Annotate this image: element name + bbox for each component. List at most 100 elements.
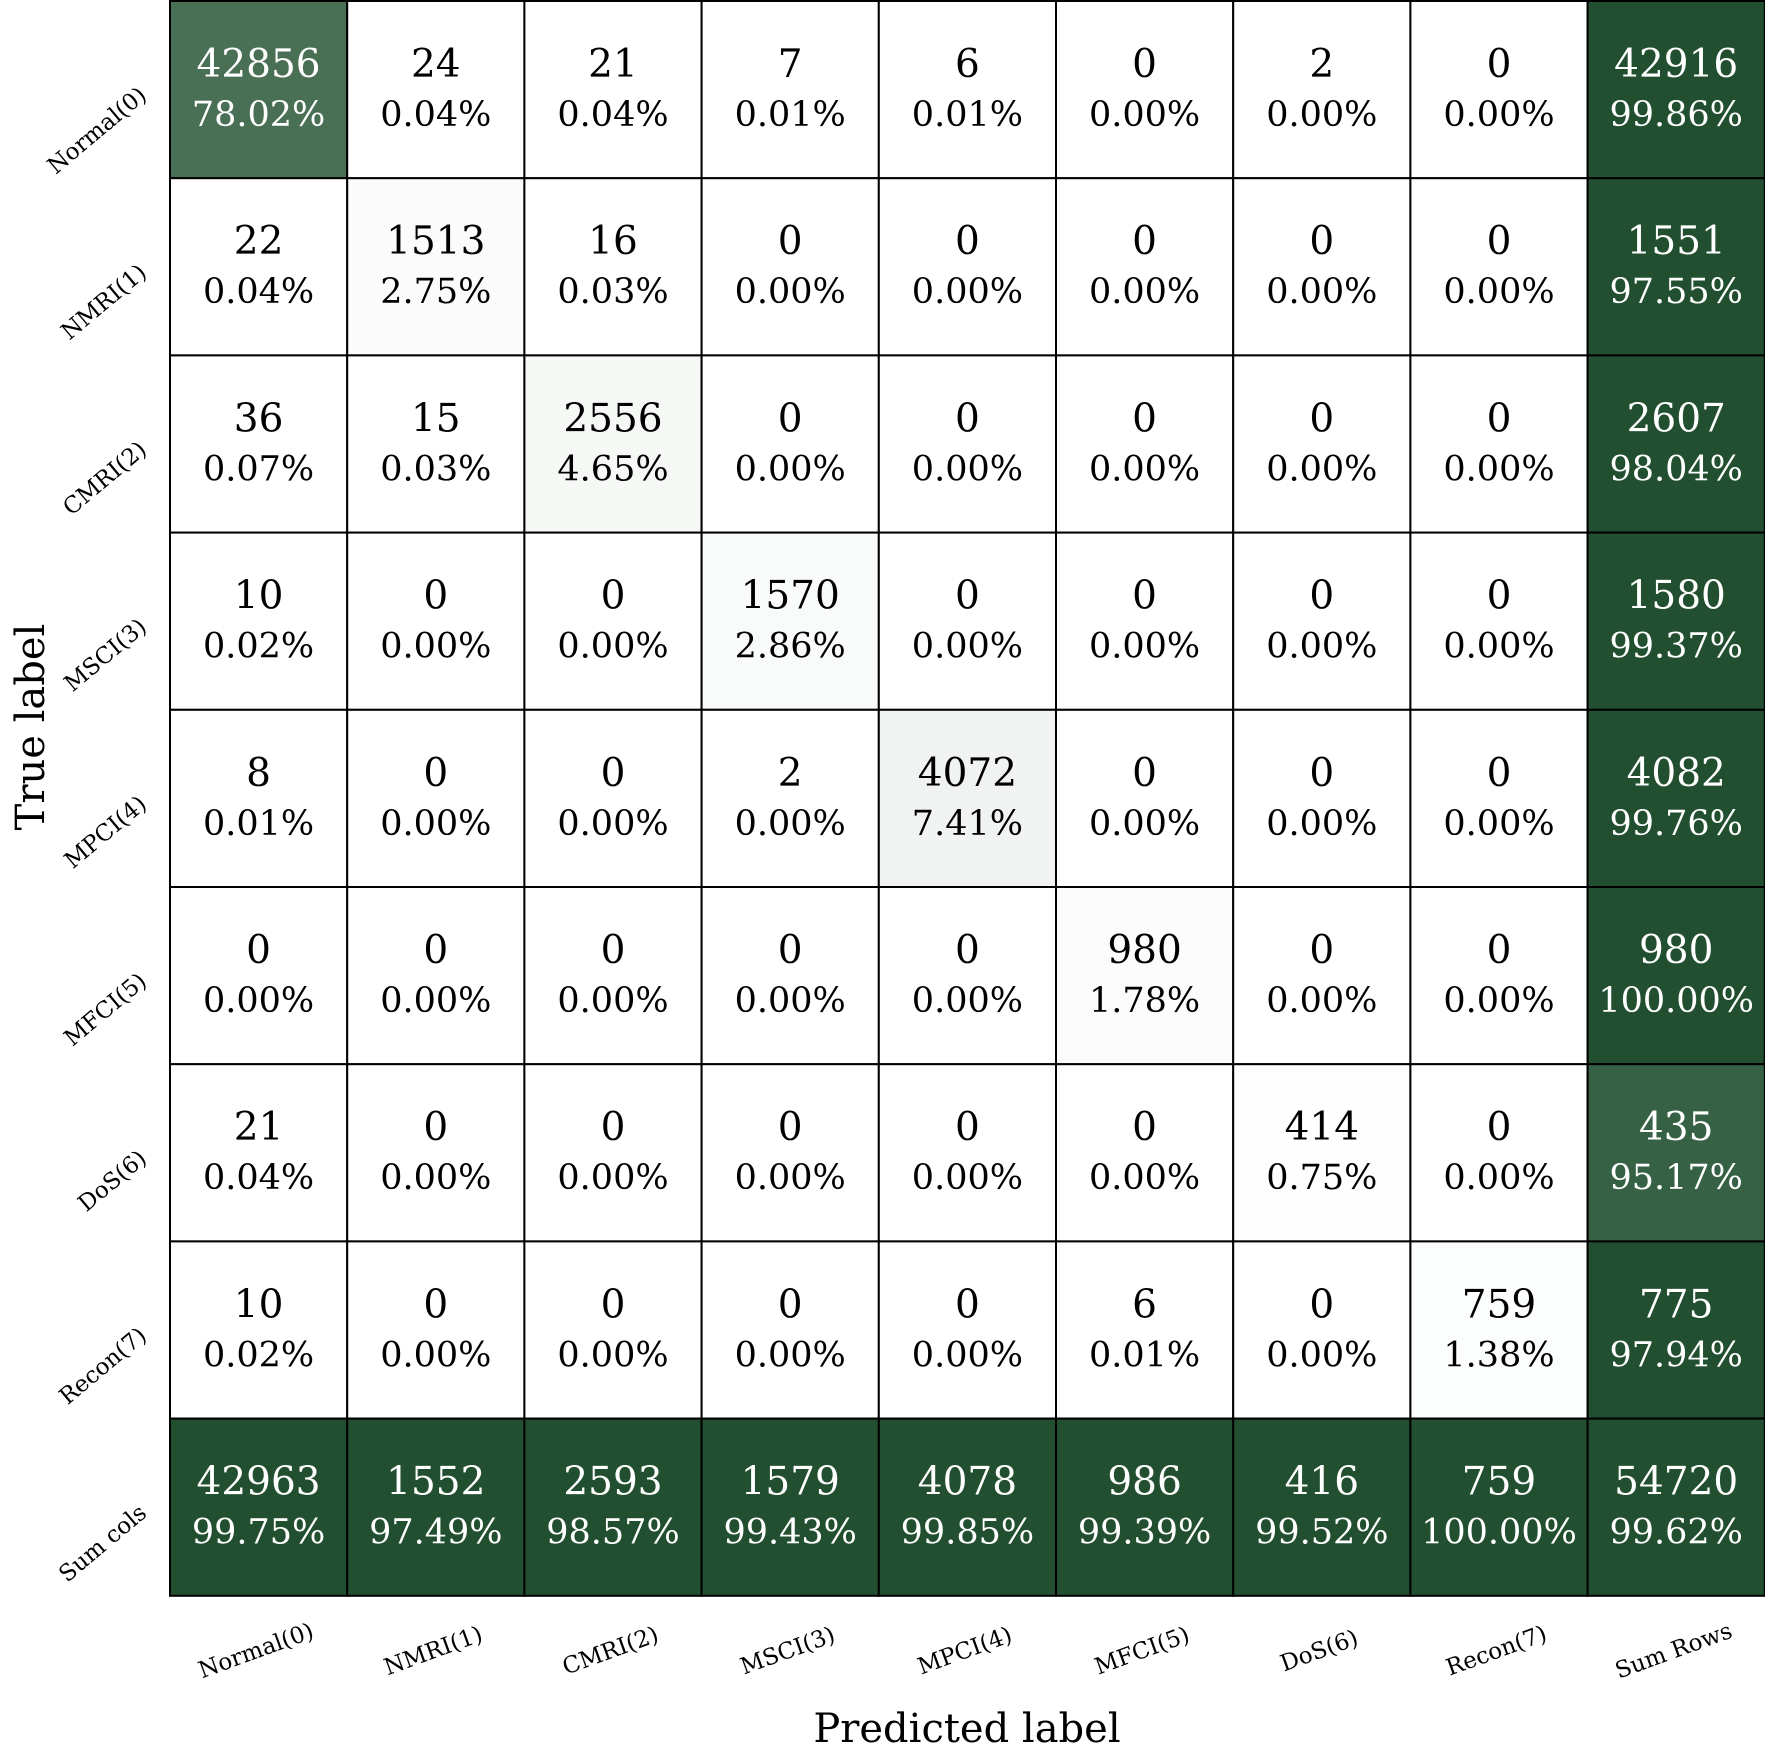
cell-count: 775 bbox=[1639, 1282, 1713, 1327]
cell-count: 0 bbox=[1487, 574, 1512, 619]
matrix-cell-r7-c7: 759 1.38% bbox=[1410, 1241, 1587, 1418]
y-axis-label: True label bbox=[8, 624, 54, 831]
cell-background bbox=[524, 1241, 701, 1418]
cell-background bbox=[524, 1, 701, 178]
cell-background bbox=[879, 1, 1056, 178]
matrix-cell-r6-c2: 0 0.00% bbox=[524, 1064, 701, 1241]
cell-background bbox=[1233, 1241, 1410, 1418]
x-tick-label: MFCI(5) bbox=[1091, 1622, 1193, 1680]
cell-count: 0 bbox=[955, 928, 980, 973]
cell-count: 435 bbox=[1639, 1105, 1713, 1150]
cell-background bbox=[1056, 887, 1233, 1064]
cell-count: 0 bbox=[1132, 751, 1157, 796]
matrix-cell-r3-c8: 1580 99.37% bbox=[1588, 533, 1765, 710]
matrix-cell-r5-c2: 0 0.00% bbox=[524, 887, 701, 1064]
y-tick-label: CMRI(2) bbox=[58, 437, 151, 521]
cell-count: 0 bbox=[1309, 396, 1334, 441]
cell-percent: 0.00% bbox=[735, 1158, 846, 1198]
matrix-cell-r6-c0: 21 0.04% bbox=[170, 1064, 347, 1241]
matrix-cell-r0-c3: 7 0.01% bbox=[702, 1, 879, 178]
cell-background bbox=[702, 178, 879, 355]
matrix-cell-r0-c2: 21 0.04% bbox=[524, 1, 701, 178]
cell-percent: 0.00% bbox=[380, 1335, 491, 1375]
y-tick-label: NMRI(1) bbox=[56, 259, 151, 345]
matrix-cell-r2-c2: 2556 4.65% bbox=[524, 355, 701, 532]
cell-percent: 0.00% bbox=[1443, 449, 1554, 489]
cell-percent: 0.00% bbox=[557, 981, 668, 1021]
matrix-cell-r4-c4: 4072 7.41% bbox=[879, 710, 1056, 887]
cell-percent: 0.00% bbox=[735, 272, 846, 312]
cell-percent: 2.86% bbox=[735, 627, 846, 667]
cell-percent: 0.03% bbox=[557, 272, 668, 312]
cell-background bbox=[1410, 355, 1587, 532]
cell-background bbox=[347, 1419, 524, 1596]
cell-percent: 0.00% bbox=[1443, 95, 1554, 135]
cell-count: 1551 bbox=[1627, 219, 1726, 264]
cell-background bbox=[1410, 1064, 1587, 1241]
cell-background bbox=[524, 710, 701, 887]
cell-count: 6 bbox=[1132, 1282, 1157, 1327]
y-tick-labels: Normal(0) NMRI(1) CMRI(2) MSCI(3) MPCI(4) MFC… bbox=[43, 82, 152, 1587]
cell-background bbox=[1410, 533, 1587, 710]
cell-percent: 0.01% bbox=[735, 95, 846, 135]
cell-background bbox=[1588, 1064, 1765, 1241]
cell-background bbox=[879, 178, 1056, 355]
cell-percent: 0.00% bbox=[557, 804, 668, 844]
cell-percent: 0.04% bbox=[557, 95, 668, 135]
cell-background bbox=[170, 887, 347, 1064]
cell-percent: 0.00% bbox=[557, 1158, 668, 1198]
matrix-cell-r6-c3: 0 0.00% bbox=[702, 1064, 879, 1241]
cell-background bbox=[347, 710, 524, 887]
cell-background bbox=[347, 178, 524, 355]
x-tick-label: DoS(6) bbox=[1277, 1625, 1362, 1677]
cell-percent: 0.04% bbox=[203, 1158, 314, 1198]
matrix-cell-r1-c1: 1513 2.75% bbox=[347, 178, 524, 355]
cell-background bbox=[1233, 178, 1410, 355]
cell-count: 0 bbox=[778, 928, 803, 973]
cell-count: 8 bbox=[246, 751, 271, 796]
cell-count: 42856 bbox=[197, 42, 321, 87]
matrix-cell-r6-c8: 435 95.17% bbox=[1588, 1064, 1765, 1241]
cell-count: 15 bbox=[411, 396, 461, 441]
cell-percent: 0.00% bbox=[912, 1335, 1023, 1375]
cell-background bbox=[1410, 178, 1587, 355]
y-tick-label: Normal(0) bbox=[43, 82, 152, 179]
cell-percent: 0.00% bbox=[380, 981, 491, 1021]
matrix-cell-r8-c6: 416 99.52% bbox=[1233, 1419, 1410, 1596]
matrix-cell-r5-c7: 0 0.00% bbox=[1410, 887, 1587, 1064]
matrix-cell-r7-c5: 6 0.01% bbox=[1056, 1241, 1233, 1418]
cell-background bbox=[1233, 1419, 1410, 1596]
cell-percent: 0.00% bbox=[912, 1158, 1023, 1198]
cell-percent: 0.00% bbox=[1443, 627, 1554, 667]
cell-count: 42963 bbox=[197, 1460, 321, 1505]
cell-background bbox=[702, 1, 879, 178]
matrix-cell-r3-c7: 0 0.00% bbox=[1410, 533, 1587, 710]
cell-percent: 0.75% bbox=[1266, 1158, 1377, 1198]
matrix-cell-r0-c0: 42856 78.02% bbox=[170, 1, 347, 178]
cell-background bbox=[347, 1, 524, 178]
matrix-cell-r8-c3: 1579 99.43% bbox=[702, 1419, 879, 1596]
matrix-cell-r8-c1: 1552 97.49% bbox=[347, 1419, 524, 1596]
cell-percent: 7.41% bbox=[912, 804, 1023, 844]
cell-percent: 99.43% bbox=[723, 1513, 856, 1553]
cell-percent: 97.94% bbox=[1609, 1335, 1742, 1375]
cell-count: 1570 bbox=[741, 574, 840, 619]
cell-count: 0 bbox=[955, 1282, 980, 1327]
matrix-cell-r0-c6: 2 0.00% bbox=[1233, 1, 1410, 178]
cell-background bbox=[1588, 1419, 1765, 1596]
cell-percent: 0.00% bbox=[1443, 1158, 1554, 1198]
cell-background bbox=[524, 1419, 701, 1596]
cell-count: 0 bbox=[1487, 396, 1512, 441]
matrix-cell-r5-c5: 980 1.78% bbox=[1056, 887, 1233, 1064]
cell-background bbox=[170, 710, 347, 887]
cell-percent: 0.02% bbox=[203, 1335, 314, 1375]
cell-percent: 0.00% bbox=[1443, 981, 1554, 1021]
matrix-cell-r2-c5: 0 0.00% bbox=[1056, 355, 1233, 532]
cell-count: 4078 bbox=[918, 1460, 1017, 1505]
cell-percent: 97.55% bbox=[1609, 272, 1742, 312]
cell-count: 0 bbox=[601, 751, 626, 796]
cell-background bbox=[347, 1241, 524, 1418]
cell-background bbox=[879, 887, 1056, 1064]
cell-count: 759 bbox=[1462, 1282, 1536, 1327]
cell-background bbox=[170, 1419, 347, 1596]
